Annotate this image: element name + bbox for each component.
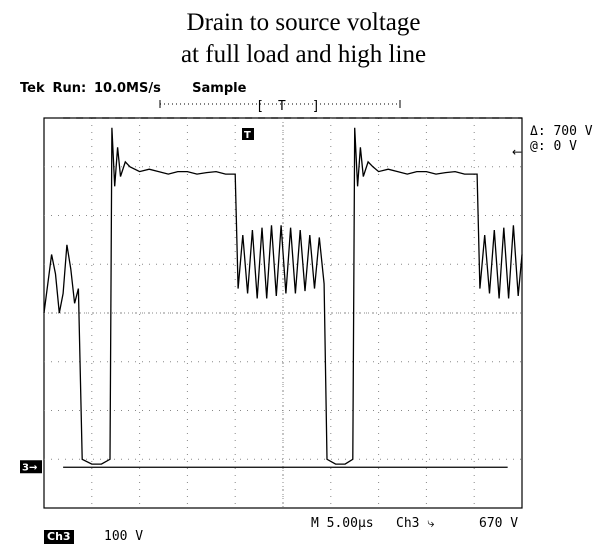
trigger-window-open: [ xyxy=(256,99,264,114)
channel-label: Ch3 xyxy=(44,530,74,544)
chart-title-line2: at full load and high line xyxy=(180,41,427,68)
scope-status-bar: Tek Run: 10.0MS/s Sample xyxy=(20,81,246,96)
waveform-trace xyxy=(43,127,523,465)
trigger-position-label: T xyxy=(244,130,251,141)
chart-title-line1: Drain to source voltage xyxy=(186,9,421,36)
run-label: Run: xyxy=(52,81,87,96)
trigger-level-readout: 670 V xyxy=(479,516,519,531)
channel-scale: 100 V xyxy=(104,529,144,544)
trigger-position-marker xyxy=(242,128,254,140)
trigger-markers: T ← 3→ xyxy=(20,128,522,474)
graticule xyxy=(43,117,523,509)
at-readout: @: 0 V xyxy=(530,139,577,154)
trigger-window-label: T xyxy=(278,99,286,114)
ground-marker-label: 3→ xyxy=(22,462,37,473)
acq-mode: Sample xyxy=(192,81,247,96)
brand-label: Tek xyxy=(20,81,45,96)
sample-rate: 10.0MS/s xyxy=(93,81,161,96)
level-arrow-icon: ← xyxy=(512,145,522,159)
ground-marker-box xyxy=(20,460,42,474)
trigger-slope-readout: Ch3 ⤷ xyxy=(396,516,435,531)
timebase-readout: M 5.00µs xyxy=(311,516,374,531)
delta-readout: Δ: 700 V xyxy=(530,124,593,139)
trigger-window-close: ] xyxy=(312,99,320,114)
plot-decor: [] T xyxy=(159,99,401,114)
